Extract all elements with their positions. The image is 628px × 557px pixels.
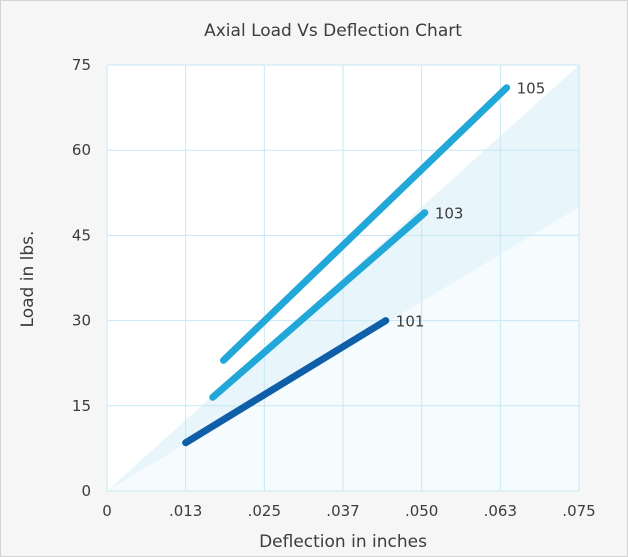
series-line-103 bbox=[209, 209, 429, 401]
series-line-101 bbox=[182, 317, 390, 447]
y-tick-label: 15 bbox=[72, 397, 91, 415]
x-tick-label: .050 bbox=[405, 502, 438, 520]
x-tick-label: .075 bbox=[562, 502, 595, 520]
x-tick-label: .025 bbox=[248, 502, 281, 520]
chart-title: Axial Load Vs Deflection Chart bbox=[204, 21, 462, 41]
series-label-101: 101 bbox=[396, 313, 425, 331]
x-tick-label: .013 bbox=[169, 502, 202, 520]
series-group bbox=[182, 84, 511, 447]
x-tick-label: 0 bbox=[102, 502, 112, 520]
series-labels: 105 103 101 bbox=[396, 80, 545, 331]
y-tick-label: 0 bbox=[81, 482, 91, 500]
x-axis-label: Deflection in inches bbox=[259, 532, 427, 552]
y-tick-label: 45 bbox=[72, 226, 91, 244]
series-line-105 bbox=[219, 84, 511, 364]
y-tick-labels: 0 15 30 45 60 75 bbox=[72, 56, 91, 500]
y-tick-label: 60 bbox=[72, 141, 91, 159]
x-tick-label: .037 bbox=[326, 502, 359, 520]
y-tick-label: 30 bbox=[72, 312, 91, 330]
series-label-105: 105 bbox=[517, 80, 546, 98]
x-tick-label: .063 bbox=[484, 502, 517, 520]
series-label-103: 103 bbox=[435, 205, 464, 223]
y-tick-label: 75 bbox=[72, 56, 91, 74]
y-axis-label: Load in lbs. bbox=[18, 231, 38, 328]
x-tick-labels: 0 .013 .025 .037 .050 .063 .075 bbox=[102, 502, 595, 520]
grid bbox=[106, 64, 580, 492]
